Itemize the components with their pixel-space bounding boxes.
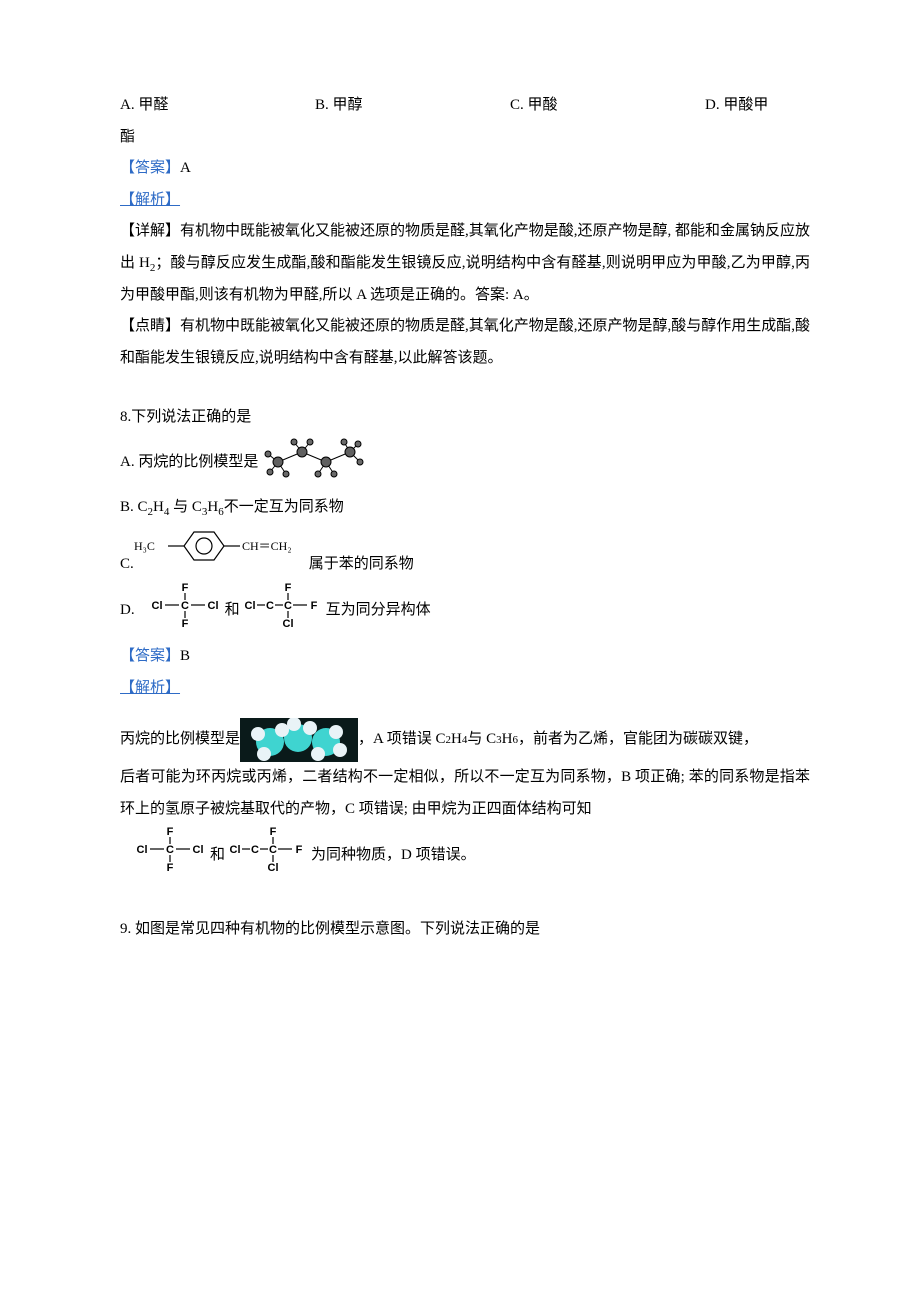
svg-text:C: C <box>284 600 292 612</box>
svg-text:F: F <box>181 582 188 594</box>
svg-text:C: C <box>269 844 277 856</box>
q8-opt-a-text: A. 丙烷的比例模型是 <box>120 447 258 479</box>
q7-opt-d-line1: D. 甲酸甲 <box>705 90 768 122</box>
q9-stem: 9. 如图是常见四种有机物的比例模型示意图。下列说法正确的是 <box>120 914 810 946</box>
svg-text:CH＝CH₂: CH＝CH₂ <box>242 539 292 553</box>
q7-options-row: A. 甲醛 B. 甲醇 C. 甲酸 D. 甲酸甲 <box>120 90 810 122</box>
q8-expl-line2: 后者可能为环丙烷或丙烯，二者结构不一定相似，所以不一定互为同系物，B 项正确; … <box>120 762 810 825</box>
q8-analysis-label: 【解析】 <box>120 673 810 705</box>
svg-text:Cl: Cl <box>137 844 148 856</box>
answer-label: 【答案】 <box>120 648 180 664</box>
svg-text:C: C <box>181 600 189 612</box>
svg-text:F: F <box>167 862 174 873</box>
svg-text:C: C <box>251 844 259 856</box>
svg-text:F: F <box>284 582 291 594</box>
q8-opt-d-and: 和 <box>225 595 240 627</box>
chem-structure-1-icon: F F Cl Cl C <box>147 581 225 642</box>
q8-expl-and: 和 <box>210 840 225 872</box>
q8-expl-structs: F F Cl Cl C 和 F Cl C <box>120 825 810 886</box>
q8-opt-b: B. C2H4 与 C3H6不一定互为同系物 <box>120 492 810 524</box>
space-filling-model-icon <box>240 718 358 762</box>
q7-detail: 【详解】有机物中既能被氧化又能被还原的物质是醛,其氧化产物是酸,还原产物是醇, … <box>120 216 810 311</box>
q7-answer: A <box>180 160 191 176</box>
q8-stem: 8.下列说法正确的是 <box>120 402 810 434</box>
q7-analysis-label: 【解析】 <box>120 185 810 217</box>
svg-text:F: F <box>167 826 174 838</box>
svg-text:Cl: Cl <box>151 600 162 612</box>
svg-text:F: F <box>270 826 277 838</box>
q8-opt-d-label: D. <box>120 595 135 627</box>
svg-text:Cl: Cl <box>244 600 255 612</box>
q8-opt-a: A. 丙烷的比例模型是 <box>120 434 810 493</box>
answer-label: 【答案】 <box>120 160 180 176</box>
q8-answer: B <box>180 648 190 664</box>
svg-text:Cl: Cl <box>268 862 279 873</box>
analysis-link[interactable]: 【解析】 <box>120 680 180 696</box>
q7-answer-row: 【答案】A <box>120 153 810 185</box>
benzene-structure-icon: H₃C CH＝CH₂ <box>134 524 309 581</box>
q8-opt-c-label: C. <box>120 549 134 581</box>
chem-structure-2b-icon: F Cl Cl C C F <box>225 825 311 886</box>
chem-structure-2-icon: F Cl Cl C C F <box>240 581 326 642</box>
svg-text:Cl: Cl <box>230 844 241 856</box>
q8-expl-pre: 丙烷的比例模型是 <box>120 724 240 756</box>
chem-structure-1b-icon: F F Cl Cl C <box>132 825 210 886</box>
svg-text:F: F <box>296 844 303 856</box>
q7-tip: 【点睛】有机物中既能被氧化又能被还原的物质是醛,其氧化产物是酸,还原产物是醇,酸… <box>120 311 810 374</box>
svg-text:F: F <box>181 618 188 629</box>
q8-opt-d-tail: 互为同分异构体 <box>326 595 431 627</box>
svg-text:Cl: Cl <box>207 600 218 612</box>
q8-expl-tail: 为同种物质，D 项错误。 <box>311 840 476 872</box>
q8-answer-row: 【答案】B <box>120 641 810 673</box>
q7-opt-c: C. 甲酸 <box>510 90 705 122</box>
svg-text:Cl: Cl <box>282 618 293 629</box>
svg-text:C: C <box>166 844 174 856</box>
ball-stick-model-icon <box>258 434 368 493</box>
q7-opt-a: A. 甲醛 <box>120 90 315 122</box>
svg-text:H₃C: H₃C <box>134 539 155 553</box>
q7-opt-b: B. 甲醇 <box>315 90 510 122</box>
svg-text:Cl: Cl <box>193 844 204 856</box>
q7-opt-d-line2: 酯 <box>120 122 810 154</box>
q8-expl-line1: 丙烷的比例模型是 ，A 项错误 C2H4与 C <box>120 718 810 762</box>
q8-opt-d: D. F F Cl Cl C 和 <box>120 581 810 642</box>
svg-text:F: F <box>310 600 317 612</box>
analysis-link[interactable]: 【解析】 <box>120 192 180 208</box>
q7-detail-2: ；酸与醇反应发生成酯,酸和酯能发生银镜反应,说明结构中含有醛基,则说明甲应为甲酸… <box>120 255 810 303</box>
q8-opt-c: C. H₃C CH＝CH₂ 属于苯的同系物 <box>120 524 810 581</box>
svg-text:C: C <box>266 600 274 612</box>
q8-opt-c-tail: 属于苯的同系物 <box>309 549 414 581</box>
